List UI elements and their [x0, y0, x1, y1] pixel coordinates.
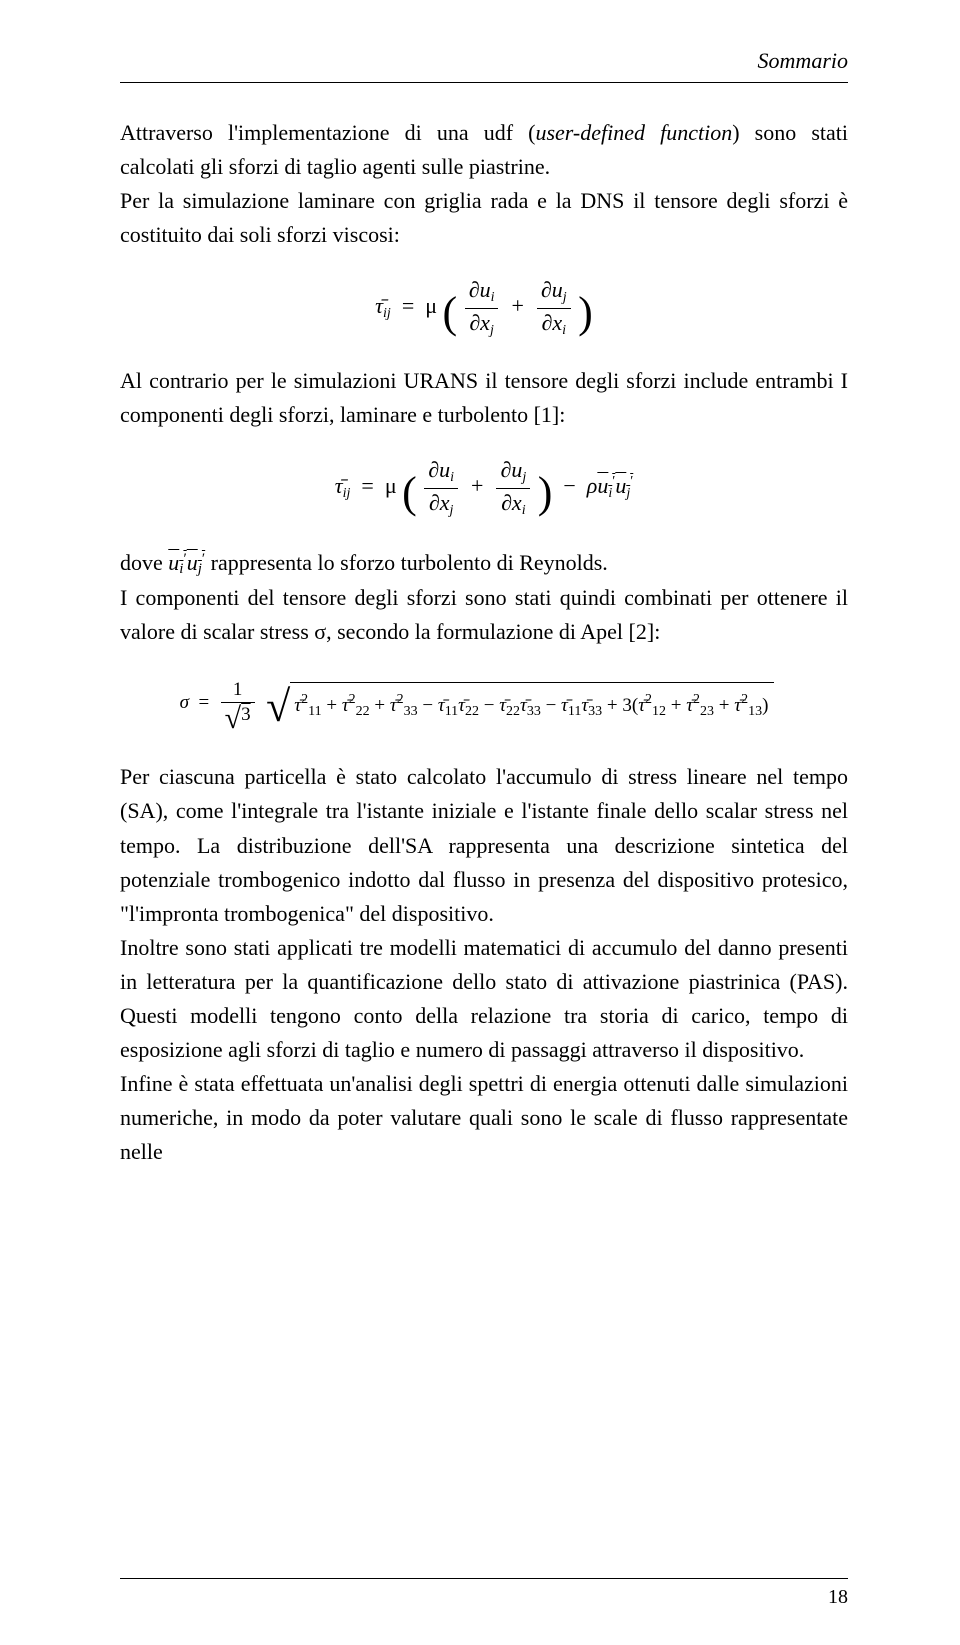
dove-ui: u [168, 550, 179, 575]
eq2-lhs-tau: τ̄ [335, 473, 343, 498]
equation-3: σ = 1 √3 √ τ̄211 + τ̄222 + τ̄233 − τ̄11τ… [106, 680, 848, 727]
paren-left-icon: ( [402, 468, 417, 517]
eq3-t2: τ̄ [342, 695, 349, 716]
eq3-three: 3 [622, 695, 632, 716]
eq1-f2-num: ∂u [541, 277, 563, 302]
eq3-t3-sup: 2 [397, 692, 404, 707]
eq3-t1-sub: 11 [308, 704, 321, 719]
eq3-radicand: τ̄211 + τ̄222 + τ̄233 − τ̄11τ̄22 − τ̄22τ… [290, 682, 774, 725]
eq3-t9-sub: 13 [748, 704, 762, 719]
eq3-t2-sup: 2 [349, 692, 356, 707]
eq3-t2-sub: 22 [356, 704, 370, 719]
eq3-t5b: τ̄ [520, 695, 527, 716]
paragraph-4: dove ui′uj′ rappresenta lo sforzo turbol… [120, 546, 848, 581]
eq2-f1-den-sub: j [450, 503, 454, 518]
eq1-f2-den-sub: i [562, 323, 566, 338]
paragraph-3: Al contrario per le simulazioni URANS il… [120, 364, 848, 432]
eq2-uj-sup: ′ [630, 474, 633, 489]
eq3-t5a: τ̄ [499, 695, 506, 716]
eq1-mu: μ [425, 293, 437, 318]
eq3-sigma: σ [180, 691, 189, 712]
p4-pre: dove [120, 550, 168, 575]
paragraph-1: Attraverso l'implementazione di una udf … [120, 116, 848, 184]
paren-left-icon: ( [443, 288, 458, 337]
paragraph-8: Infine è stata effettuata un'analisi deg… [120, 1067, 848, 1169]
eq3-t4b: τ̄ [458, 695, 465, 716]
equation-2: τ̄ij = μ ( ∂ui ∂xj + ∂uj ∂xi ) − ρui′uj′ [120, 458, 848, 518]
dove-reynolds: ui′uj′ [168, 550, 205, 575]
eq3-t7-sub: 12 [652, 704, 666, 719]
eq2-f1-num-sub: i [450, 470, 454, 485]
paren-right-icon: ) [578, 288, 593, 337]
eq3-t8-sup: 2 [693, 692, 700, 707]
eq2-uj: u [615, 473, 626, 498]
eq1-lhs-tau: τ̄ [375, 293, 383, 318]
paren-right-icon: ) [538, 468, 553, 517]
dove-uj: u [187, 550, 198, 575]
paragraph-2: Per la simulazione laminare con griglia … [120, 184, 848, 252]
eq1-lhs-sub: ij [383, 306, 391, 321]
equation-1: τ̄ij = μ ( ∂ui ∂xj + ∂uj ∂xi ) [120, 278, 848, 338]
eq1-f2-den: ∂x [542, 310, 563, 335]
p1-italic: user-defined function [535, 120, 732, 145]
eq2-rho: ρ [587, 473, 598, 498]
eq1-f2-num-sub: j [563, 290, 567, 305]
running-head: Sommario [758, 48, 848, 74]
p1-text-a: Attraverso l'implementazione di una udf … [120, 120, 535, 145]
eq1-f1-den-sub: j [490, 323, 494, 338]
eq1-f1-num: ∂u [469, 277, 491, 302]
eq3-t4a-sub: 11 [445, 704, 458, 719]
eq3-t7: τ̄ [638, 695, 645, 716]
eq2-mu: μ [385, 473, 397, 498]
paragraph-7: Inoltre sono stati applicati tre modelli… [120, 931, 848, 1067]
eq3-frac-num: 1 [221, 680, 255, 704]
eq3-t6a: τ̄ [561, 695, 568, 716]
eq2-ui: u [597, 473, 608, 498]
eq2-lhs-sub: ij [343, 486, 351, 501]
eq2-reynolds-stress: ui′uj′ [597, 473, 633, 498]
eq2-f2-num: ∂u [500, 457, 522, 482]
footer-rule [120, 1578, 848, 1579]
p4-post: rappresenta lo sforzo turbolento di Reyn… [205, 550, 608, 575]
page-number: 18 [828, 1586, 848, 1609]
eq3-t6a-sub: 11 [568, 704, 581, 719]
eq3-t3: τ̄ [390, 695, 397, 716]
eq3-t4b-sub: 22 [465, 704, 479, 719]
eq2-f1-num: ∂u [428, 457, 450, 482]
eq3-t8-sub: 23 [700, 704, 714, 719]
eq1-f1-den: ∂x [469, 310, 490, 335]
page-body: Attraverso l'implementazione di una udf … [120, 116, 848, 1169]
eq2-f2-num-sub: j [522, 470, 526, 485]
paragraph-6: Per ciascuna particella è stato calcolat… [120, 760, 848, 930]
eq3-t3-sub: 33 [404, 704, 418, 719]
eq3-t5b-sub: 33 [527, 704, 541, 719]
eq3-t4a: τ̄ [438, 695, 445, 716]
eq2-f2-den: ∂x [501, 490, 522, 515]
paragraph-5: I componenti del tensore degli sforzi so… [120, 581, 848, 649]
eq3-root3: 3 [241, 704, 251, 725]
header-rule [120, 82, 848, 83]
eq3-t5a-sub: 22 [506, 704, 520, 719]
eq2-f2-den-sub: i [522, 503, 526, 518]
eq1-f1-num-sub: i [491, 290, 495, 305]
eq2-f1-den: ∂x [429, 490, 450, 515]
eq3-t6b-sub: 33 [588, 704, 602, 719]
eq3-t7-sup: 2 [645, 692, 652, 707]
